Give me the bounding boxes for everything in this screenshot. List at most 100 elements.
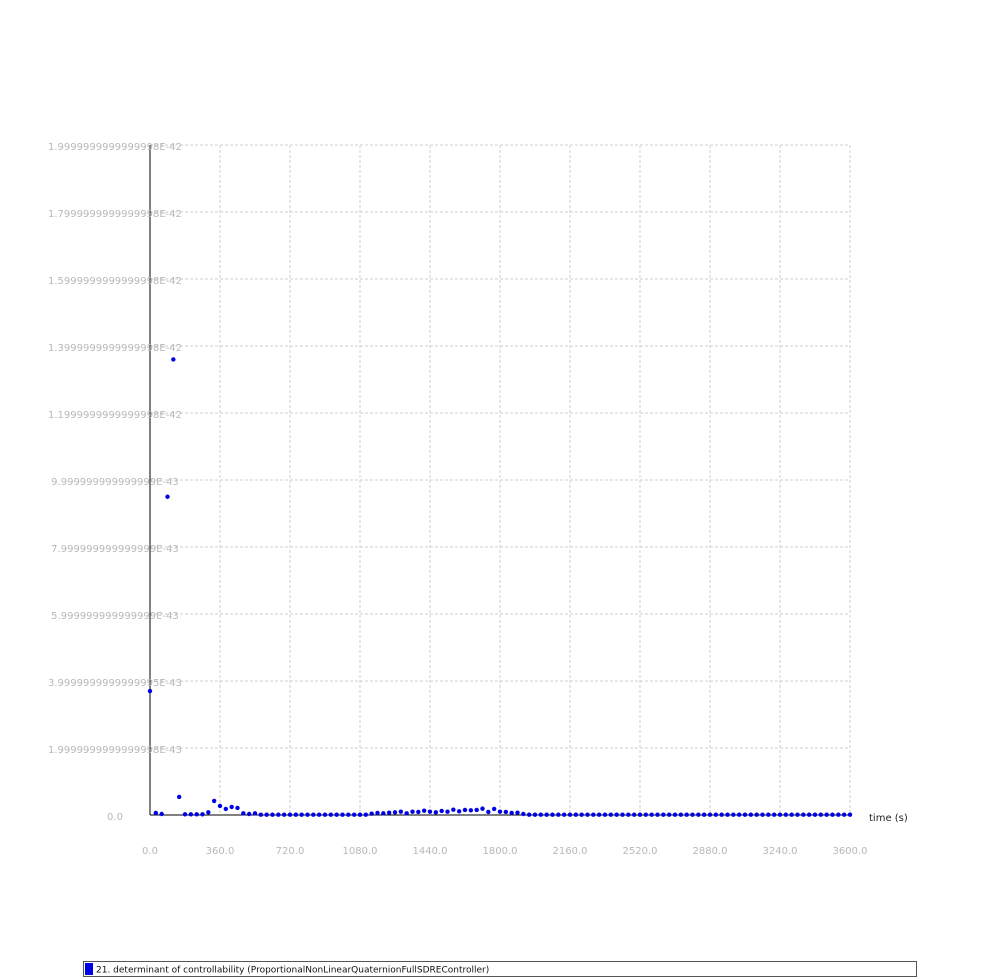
y-tick-label: 3.9999999999999995E-43	[48, 678, 182, 689]
x-tick-label: 2520.0	[623, 846, 658, 857]
point	[509, 810, 514, 816]
point	[591, 812, 596, 817]
point	[316, 812, 322, 817]
point	[451, 807, 456, 812]
y-tick-label: 1.5999999999999998E-42	[48, 276, 182, 287]
point	[684, 812, 689, 817]
point	[847, 812, 853, 817]
point	[585, 812, 590, 817]
point	[351, 812, 357, 817]
point	[561, 812, 567, 817]
point	[188, 812, 194, 817]
point	[801, 812, 806, 817]
point	[340, 812, 345, 817]
point	[200, 812, 205, 817]
point	[480, 806, 485, 811]
point	[270, 812, 275, 817]
point	[474, 807, 479, 813]
point	[176, 794, 182, 800]
point	[760, 812, 765, 817]
point	[666, 812, 672, 817]
point	[462, 807, 468, 813]
point	[637, 812, 643, 817]
point	[742, 812, 748, 817]
y-tick-label: 1.9999999999999998E-42	[48, 142, 182, 153]
x-tick-label: 360.0	[206, 846, 235, 857]
point	[334, 812, 339, 817]
point	[661, 812, 666, 817]
point	[655, 812, 660, 817]
x-tick-label: 1080.0	[343, 846, 378, 857]
point	[182, 812, 188, 817]
point	[404, 811, 409, 816]
point	[573, 812, 579, 817]
y-tick-label: 5.999999999999999E-43	[51, 611, 179, 622]
x-tick-label: 3600.0	[833, 846, 868, 857]
point	[614, 812, 619, 817]
point	[701, 812, 707, 817]
point	[398, 809, 404, 814]
point	[363, 812, 369, 817]
point	[836, 812, 841, 817]
point	[433, 810, 439, 815]
point	[719, 812, 724, 817]
point	[736, 812, 742, 817]
point	[824, 812, 829, 817]
point	[486, 809, 491, 815]
point	[497, 809, 503, 814]
point	[550, 812, 555, 817]
point	[830, 812, 835, 817]
point	[445, 809, 450, 814]
point	[287, 812, 293, 817]
point	[579, 812, 584, 817]
point	[643, 812, 649, 817]
point	[532, 812, 538, 817]
point	[439, 808, 444, 814]
point	[322, 812, 328, 817]
y-tick-label: 1.3999999999999998E-42	[48, 343, 182, 354]
point	[649, 812, 654, 817]
point	[223, 806, 229, 812]
point	[806, 812, 812, 817]
point	[789, 812, 794, 817]
point	[678, 812, 684, 817]
point	[264, 812, 269, 817]
point	[713, 812, 719, 817]
point	[281, 812, 287, 817]
point	[276, 812, 281, 817]
point	[731, 812, 736, 817]
x-tick-label: 1440.0	[413, 846, 448, 857]
point	[229, 804, 234, 810]
point	[707, 812, 713, 817]
point	[725, 812, 730, 817]
point	[544, 812, 549, 817]
point	[153, 810, 159, 816]
point	[468, 808, 474, 813]
point	[771, 812, 777, 817]
x-axis-label: time (s)	[869, 813, 908, 824]
point	[812, 812, 818, 817]
point	[456, 809, 462, 814]
point	[766, 812, 771, 817]
point	[795, 812, 800, 817]
x-tick-label: 720.0	[276, 846, 305, 857]
point	[556, 812, 561, 817]
point	[538, 812, 544, 817]
point	[217, 803, 223, 809]
point	[299, 812, 304, 817]
point	[206, 810, 211, 815]
point	[754, 812, 759, 817]
point	[672, 812, 678, 817]
point	[375, 810, 380, 816]
point	[311, 812, 316, 817]
point	[841, 812, 847, 817]
point	[608, 812, 614, 817]
point	[602, 812, 608, 817]
point	[392, 810, 398, 815]
point	[165, 494, 170, 499]
point	[620, 812, 625, 817]
point	[690, 812, 695, 817]
point	[818, 812, 824, 817]
point	[258, 812, 264, 817]
